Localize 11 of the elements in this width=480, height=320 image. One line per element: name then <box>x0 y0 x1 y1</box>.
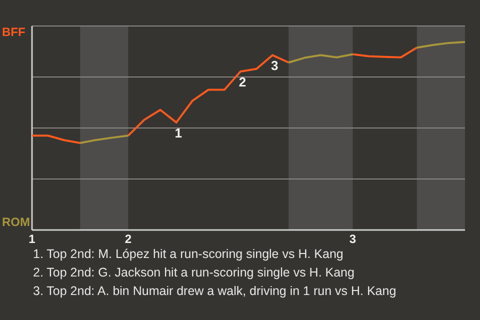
x-tick-label: 3 <box>349 232 356 246</box>
annotation: 1 <box>174 125 182 140</box>
text: 1. Top 2nd: M. López hit a run-scoring single vs H. Kang <box>33 247 344 261</box>
annotation: 2 <box>238 74 246 90</box>
x-tick-label: 1 <box>28 232 36 246</box>
text: BFF <box>2 25 26 39</box>
text: 3. Top 2nd: A. bin Numair drew a walk, driving in 1 run vs H. Kang <box>33 284 396 298</box>
text: 2. Top 2nd: G. Jackson hit a run-scoring single vs H. Kang <box>33 266 355 280</box>
x-tick-label: 2 <box>124 232 132 246</box>
text: ROM <box>2 215 30 229</box>
annotation: 3 <box>270 58 278 74</box>
